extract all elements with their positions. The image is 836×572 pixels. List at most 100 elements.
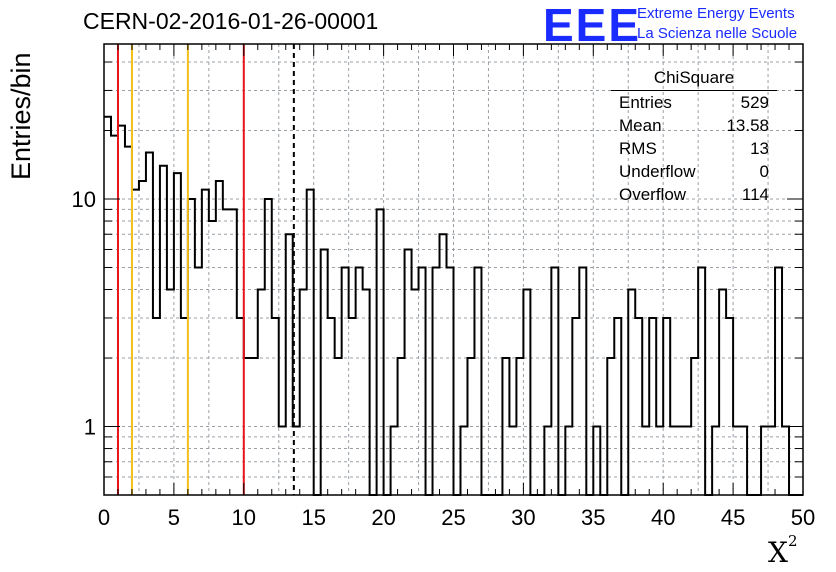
histogram-bin bbox=[167, 290, 174, 495]
histogram-bin bbox=[433, 267, 440, 495]
histogram-bin bbox=[195, 267, 202, 495]
histogram-bin bbox=[691, 358, 698, 495]
histogram-bin bbox=[719, 290, 726, 495]
stats-row: RMS 13 bbox=[619, 139, 769, 158]
histogram-bin bbox=[607, 358, 614, 495]
histogram-bin bbox=[272, 318, 279, 495]
histogram-bin bbox=[726, 318, 733, 495]
histogram-bin bbox=[321, 249, 328, 495]
histogram-bin bbox=[216, 181, 223, 495]
x-axis-label: X2 bbox=[768, 531, 798, 569]
x-tick-label: 30 bbox=[511, 505, 535, 530]
histogram-bin bbox=[628, 290, 635, 495]
stats-row: Entries 529 bbox=[619, 93, 769, 112]
histogram-bin bbox=[181, 318, 188, 495]
histogram-outline bbox=[104, 115, 803, 496]
histogram-bin bbox=[202, 190, 209, 495]
histogram-bin bbox=[356, 267, 363, 495]
histogram-bin bbox=[733, 427, 740, 495]
stats-row: Overflow 114 bbox=[619, 185, 769, 204]
histogram-bin bbox=[440, 234, 447, 495]
histogram-bin bbox=[188, 199, 195, 495]
histogram-bin bbox=[244, 358, 251, 495]
histogram-bin bbox=[509, 427, 516, 495]
histogram-bin bbox=[125, 147, 132, 495]
histogram-bin bbox=[614, 318, 621, 495]
histogram-bin bbox=[768, 427, 775, 495]
histogram-bin bbox=[349, 318, 356, 495]
x-tick-label: 20 bbox=[371, 505, 395, 530]
x-tick-label: 0 bbox=[98, 505, 110, 530]
histogram-bin bbox=[663, 318, 670, 495]
histogram-bin bbox=[635, 318, 642, 495]
stats-row: Mean 13.58 bbox=[619, 116, 769, 135]
histogram-bin bbox=[160, 166, 167, 495]
histogram-bin bbox=[593, 427, 600, 495]
histogram-bin bbox=[775, 267, 782, 495]
histogram-bin bbox=[782, 427, 789, 495]
histogram-bin bbox=[174, 173, 181, 495]
eee-logo: EEE bbox=[543, 0, 642, 51]
axis-ticks: 0 5 10 15 20 25 30 35 40 45 50 1 10 bbox=[72, 44, 815, 530]
histogram-bin bbox=[551, 267, 558, 495]
histogram-bin bbox=[391, 427, 398, 495]
histogram-bin bbox=[377, 209, 384, 495]
histogram-bin bbox=[642, 427, 649, 495]
histogram-bin bbox=[474, 267, 481, 495]
x-tick-label: 5 bbox=[168, 505, 180, 530]
histogram-bin bbox=[132, 190, 139, 495]
histogram-bin bbox=[328, 318, 335, 495]
x-tick-label: 10 bbox=[232, 505, 256, 530]
histogram-bin bbox=[419, 267, 426, 495]
histogram-bin bbox=[223, 209, 230, 495]
histogram-bin bbox=[342, 267, 349, 495]
histogram-bin bbox=[146, 153, 153, 495]
x-tick-label: 50 bbox=[791, 505, 815, 530]
x-tick-label: 45 bbox=[721, 505, 745, 530]
histogram-bin bbox=[677, 427, 684, 495]
histogram-bin bbox=[265, 199, 272, 495]
histogram-bin bbox=[544, 427, 551, 495]
stats-row: Underflow 0 bbox=[619, 162, 769, 181]
x-tick-label: 35 bbox=[581, 505, 605, 530]
histogram-bin bbox=[740, 427, 747, 495]
histogram-bin bbox=[447, 267, 454, 495]
y-axis-label: Entries/bin bbox=[6, 52, 36, 180]
histogram bbox=[104, 115, 803, 496]
histogram-bin bbox=[300, 290, 307, 495]
tagline-line-2: La Scienza nelle Scuole bbox=[637, 25, 798, 42]
histogram-bin bbox=[670, 427, 677, 495]
histogram-bin bbox=[572, 318, 579, 495]
histogram-bin bbox=[279, 427, 286, 495]
histogram-bin bbox=[761, 427, 768, 495]
histogram-bin bbox=[104, 117, 111, 495]
x-tick-label: 25 bbox=[441, 505, 465, 530]
histogram-bin bbox=[237, 318, 244, 495]
histogram-bin bbox=[523, 290, 530, 495]
histogram-bin bbox=[139, 181, 146, 495]
histogram-bin bbox=[502, 358, 509, 495]
y-tick-label: 1 bbox=[84, 415, 96, 440]
histogram-bin bbox=[698, 267, 705, 495]
histogram-bin bbox=[209, 221, 216, 495]
histogram-bin bbox=[579, 267, 586, 495]
x-tick-label: 15 bbox=[301, 505, 325, 530]
histogram-bin bbox=[460, 427, 467, 495]
histogram-bin bbox=[258, 290, 265, 495]
tagline-line-1: Extreme Energy Events bbox=[637, 5, 795, 22]
histogram-bin bbox=[363, 290, 370, 495]
histogram-bin bbox=[656, 427, 663, 495]
stats-box: ChiSquare Entries 529 Mean 13.58 RMS 13 Und… bbox=[611, 68, 777, 208]
histogram-bin bbox=[405, 249, 412, 495]
reference-lines bbox=[116, 44, 295, 495]
histogram-bin bbox=[398, 358, 405, 495]
histogram-bin bbox=[565, 427, 572, 495]
histogram-bin bbox=[412, 290, 419, 495]
histogram-bin bbox=[467, 358, 474, 495]
histogram-bin bbox=[516, 358, 523, 495]
histogram-bin bbox=[118, 126, 125, 495]
histogram-bin bbox=[684, 427, 691, 495]
histogram-bin bbox=[307, 190, 314, 495]
x-tick-label: 40 bbox=[651, 505, 675, 530]
histogram-bin bbox=[335, 358, 342, 495]
